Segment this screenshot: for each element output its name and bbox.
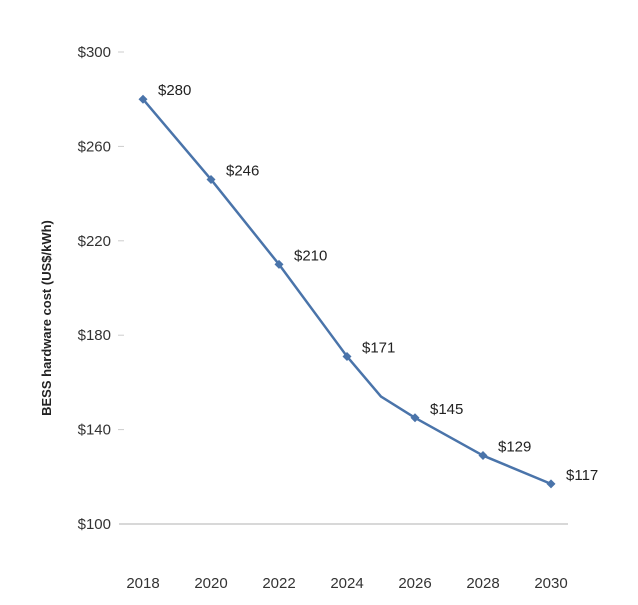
x-tick-label: 2022: [262, 575, 295, 592]
data-point-marker: [274, 259, 284, 269]
data-point-marker: [342, 351, 352, 361]
data-label: $210: [294, 247, 327, 264]
data-label: $129: [498, 439, 531, 456]
y-tick-label: $180: [78, 327, 111, 344]
series-line: [142, 98, 552, 486]
data-point-marker: [138, 94, 148, 104]
y-axis-title: BESS hardware cost (US$/kWh): [39, 220, 54, 416]
x-tick-label: 2024: [330, 575, 363, 592]
y-tick-label: $220: [78, 233, 111, 250]
data-label: $117: [566, 467, 598, 484]
data-label: $246: [226, 162, 259, 179]
data-point-marker: [206, 174, 216, 184]
data-labels: $280 $246 $210 $171 $145 $129 $117: [158, 82, 598, 484]
x-tick-label: 2018: [126, 575, 159, 592]
data-label: $280: [158, 82, 191, 99]
data-label: $145: [430, 401, 463, 418]
y-tick-label: $100: [78, 516, 111, 533]
data-point-marker: [546, 479, 556, 489]
data-markers: [138, 94, 556, 489]
data-point-marker: [410, 413, 420, 423]
y-tick-label: $140: [78, 422, 111, 439]
x-tick-label: 2026: [398, 575, 431, 592]
data-label: $171: [362, 339, 395, 356]
x-tick-label: 2020: [194, 575, 227, 592]
y-tick-label: $260: [78, 138, 111, 155]
x-tick-label: 2030: [534, 575, 567, 592]
y-axis-ticks: $100 $140 $180 $220 $260 $300: [78, 44, 124, 533]
x-tick-label: 2028: [466, 575, 499, 592]
x-axis-ticks: 2018 2020 2022 2024 2026 2028 2030: [126, 575, 567, 592]
y-tick-label: $300: [78, 44, 111, 61]
data-point-marker: [478, 451, 488, 461]
